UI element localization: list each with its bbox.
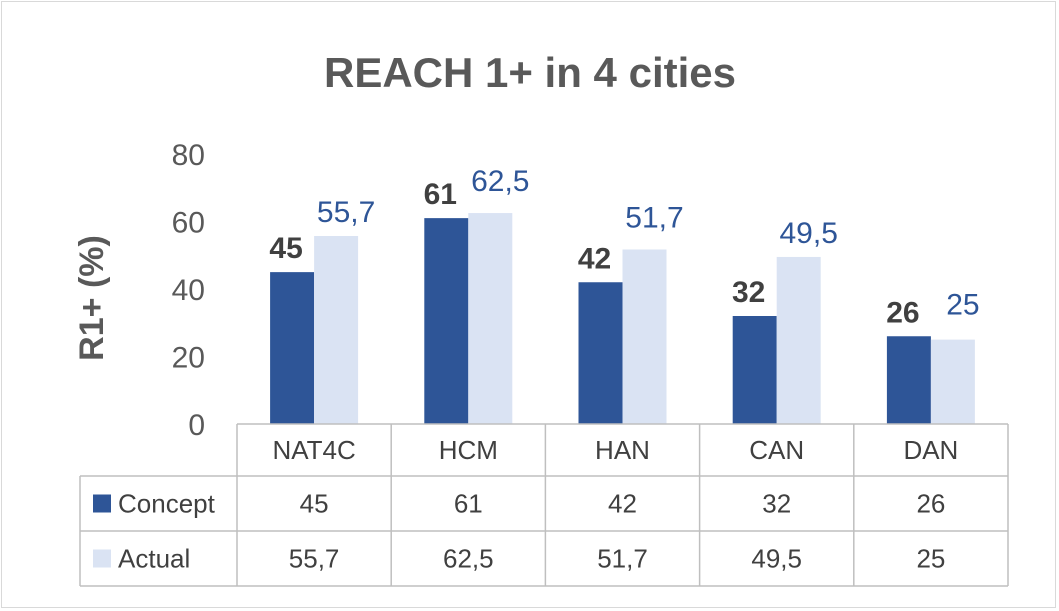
data-label-concept: 61	[424, 178, 457, 211]
x-tick-label: DAN	[903, 435, 958, 465]
data-label-actual: 25	[946, 288, 979, 321]
bar-concept-han	[578, 282, 623, 424]
bar-actual-nat4c	[314, 236, 359, 424]
legend-swatch-actual	[93, 549, 111, 568]
bar-concept-dan	[886, 336, 931, 424]
y-tick-label: 80	[172, 139, 205, 172]
y-axis-label: R1+ (%)	[73, 235, 111, 361]
x-tick-label: CAN	[749, 435, 804, 465]
bar-actual-han	[622, 249, 667, 424]
data-label-concept: 45	[269, 232, 302, 265]
data-label-actual: 55,7	[317, 196, 375, 229]
data-label-actual: 51,7	[625, 202, 683, 235]
y-tick-label: 20	[172, 342, 205, 375]
bar-actual-can	[776, 256, 821, 424]
table-cell: 25	[916, 544, 945, 574]
bar-actual-dan	[930, 339, 975, 424]
legend-label-concept: Concept	[118, 489, 216, 519]
table-cell: 26	[916, 489, 945, 519]
data-labels: 45 55,7 61 62,5 42 51,7 32 49,5 26 25	[269, 165, 979, 329]
x-tick-label: HAN	[595, 435, 650, 465]
table-cell: 51,7	[597, 544, 648, 574]
chart-title: REACH 1+ in 4 cities	[324, 49, 736, 96]
bar-concept-nat4c	[270, 272, 315, 424]
bars	[270, 213, 975, 424]
x-tick-label: HCM	[439, 435, 498, 465]
y-tick-label: 40	[172, 274, 205, 307]
table-cell: 61	[454, 489, 483, 519]
table-cell: 55,7	[289, 544, 340, 574]
data-label-concept: 26	[886, 296, 919, 329]
data-label-actual: 49,5	[780, 217, 838, 250]
y-tick-label: 60	[172, 207, 205, 240]
legend-swatch-concept	[93, 494, 111, 513]
x-tick-label: NAT4C	[272, 435, 355, 465]
data-label-concept: 32	[732, 276, 765, 309]
table-cell: 42	[608, 489, 637, 519]
bar-actual-hcm	[468, 213, 513, 424]
y-axis-ticks: 0 20 40 60 80	[172, 139, 205, 442]
table-cell: 32	[762, 489, 791, 519]
data-label-actual: 62,5	[471, 165, 529, 198]
data-table: NAT4C HCM HAN CAN DAN Concept 45 61 42 32 26 Actual…	[79, 423, 1009, 587]
bar-concept-hcm	[424, 218, 469, 424]
table-cell: 45	[300, 489, 329, 519]
legend-label-actual: Actual	[118, 544, 190, 574]
table-cell: 62,5	[443, 544, 494, 574]
y-tick-label: 0	[188, 409, 205, 442]
data-label-concept: 42	[578, 242, 611, 275]
table-cell: 49,5	[751, 544, 802, 574]
bar-concept-can	[732, 316, 777, 424]
